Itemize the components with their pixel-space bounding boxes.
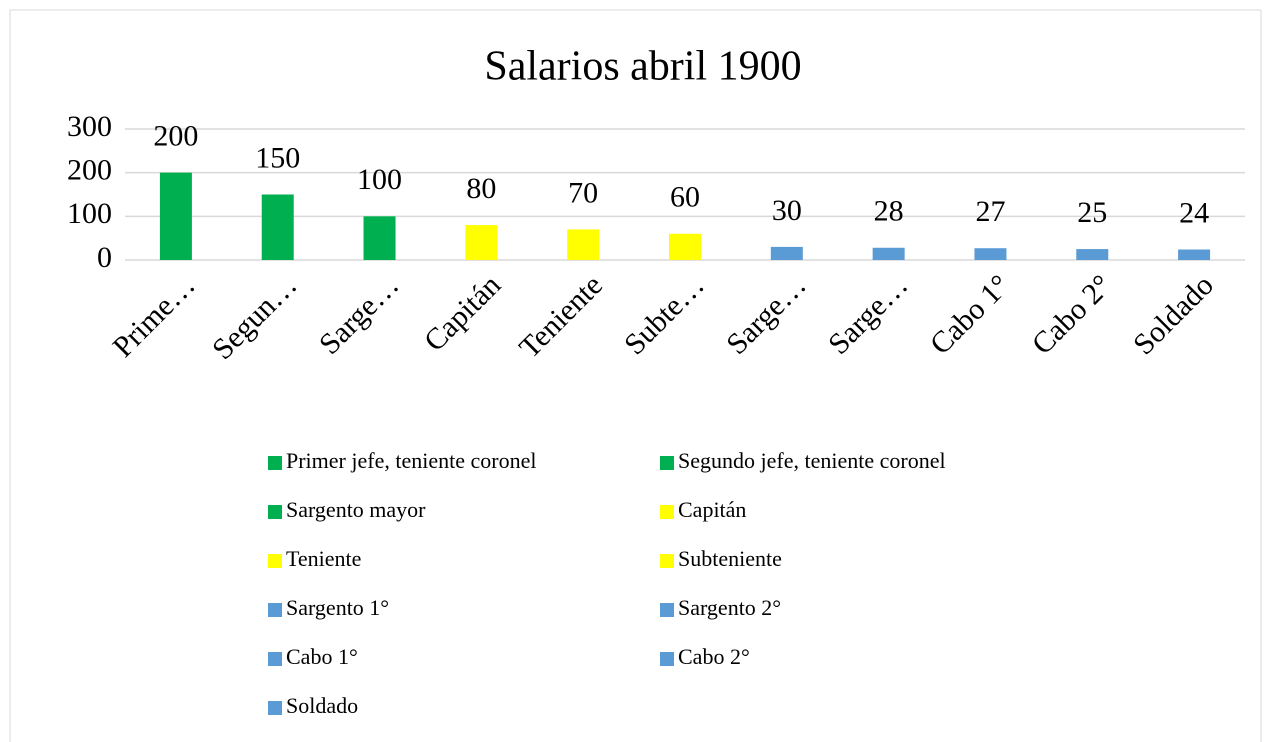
legend-label: Sargento 1° xyxy=(286,595,389,620)
y-tick-label: 200 xyxy=(67,154,112,187)
bar xyxy=(1076,249,1109,260)
legend-swatch xyxy=(268,554,282,568)
bar xyxy=(1178,249,1211,260)
legend-label: Cabo 1° xyxy=(286,644,358,669)
legend-label: Primer jefe, teniente coronel xyxy=(286,448,536,473)
bar xyxy=(872,247,905,260)
bar xyxy=(363,216,396,260)
data-label: 25 xyxy=(1077,196,1107,229)
legend-swatch xyxy=(268,505,282,519)
bar xyxy=(261,194,294,260)
y-tick-label: 300 xyxy=(67,110,112,143)
y-tick-label: 100 xyxy=(67,197,112,230)
legend-swatch xyxy=(660,505,674,519)
data-label: 100 xyxy=(357,163,402,196)
data-label: 24 xyxy=(1179,196,1209,229)
legend-swatch xyxy=(268,603,282,617)
data-label: 70 xyxy=(568,176,598,209)
legend-swatch xyxy=(660,554,674,568)
legend-label: Teniente xyxy=(286,546,361,571)
legend-label: Sargento 2° xyxy=(678,595,781,620)
data-label: 27 xyxy=(975,195,1005,228)
bar xyxy=(567,229,600,260)
data-label: 60 xyxy=(670,181,700,214)
bar xyxy=(669,233,701,260)
chart-border xyxy=(9,9,1262,742)
bar xyxy=(465,225,498,260)
data-label: 28 xyxy=(874,195,904,228)
data-label: 80 xyxy=(466,172,496,205)
legend-swatch xyxy=(268,652,282,666)
chart-title: Salarios abril 1900 xyxy=(484,44,801,90)
bar xyxy=(770,246,803,260)
legend-swatch xyxy=(660,603,674,617)
legend-label: Subteniente xyxy=(678,546,782,571)
legend-label: Segundo jefe, teniente coronel xyxy=(678,448,946,473)
legend-label: Sargento mayor xyxy=(286,497,426,522)
data-label: 30 xyxy=(772,194,802,227)
legend-swatch xyxy=(268,701,282,715)
y-tick-label: 0 xyxy=(97,241,112,274)
legend-swatch xyxy=(268,456,282,470)
legend-label: Cabo 2° xyxy=(678,644,750,669)
legend-label: Capitán xyxy=(678,497,746,522)
bar xyxy=(159,172,192,260)
bar xyxy=(974,248,1007,260)
legend-swatch xyxy=(660,456,674,470)
legend-swatch xyxy=(660,652,674,666)
data-label: 150 xyxy=(255,141,300,174)
legend-label: Soldado xyxy=(286,693,358,718)
data-label: 200 xyxy=(153,120,198,153)
